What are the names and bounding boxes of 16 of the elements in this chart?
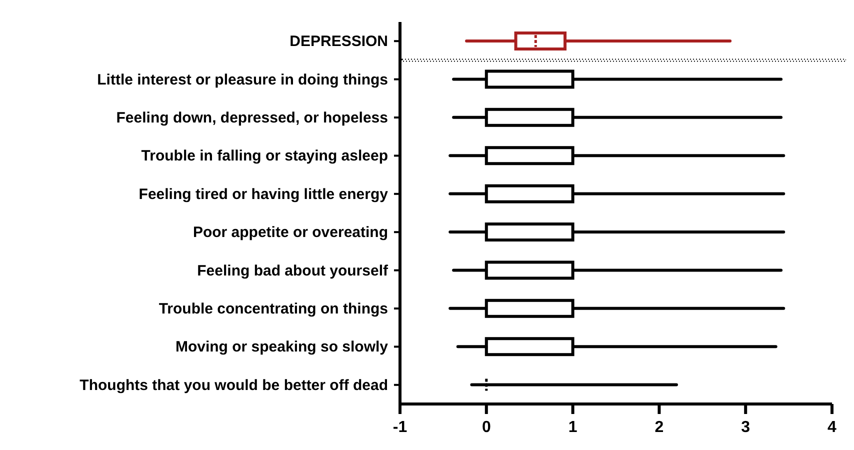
y-tick-label: Trouble concentrating on things [158,300,388,318]
x-tick-label: 0 [482,419,491,436]
y-tick-label: Trouble in falling or staying asleep [141,148,388,165]
y-tick-label: Feeling bad about yourself [197,262,389,280]
x-tick-label: 1 [568,419,578,436]
y-tick-label: Moving or speaking so slowly [175,338,389,356]
y-tick-label: Feeling tired or having little energy [138,186,389,203]
x-tick-label: 2 [654,419,664,436]
x-tick-label: -1 [392,419,408,436]
y-tick-label: Feeling down, depressed, or hopeless [116,110,388,126]
x-tick-label: 3 [741,419,750,436]
x-tick-label: 4 [828,419,837,436]
y-tick-label: Poor appetite or overeating [192,224,388,242]
y-tick-label: Little interest or pleasure in doing things [97,71,388,88]
y-tick-label: DEPRESSION [290,33,388,50]
y-tick-label: Thoughts that you would be better off dead [80,376,388,394]
